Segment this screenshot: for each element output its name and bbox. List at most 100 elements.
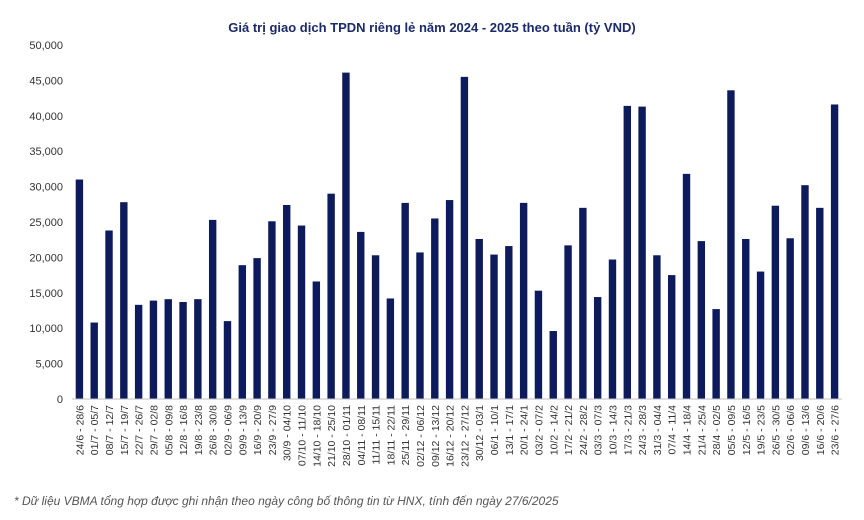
bar: [120, 202, 128, 399]
bar: [608, 259, 617, 399]
x-tick-label: 09/6 - 13/6: [800, 405, 812, 455]
x-tick-label: 28/10 - 01/11: [341, 405, 353, 466]
x-tick-label: 31/3 - 04/4: [652, 405, 664, 455]
bar: [505, 246, 513, 399]
bar: [564, 245, 572, 399]
bar: [164, 299, 172, 399]
bar: [342, 72, 350, 400]
y-tick-label: 20,000: [29, 252, 63, 264]
x-tick-label: 24/2 - 28/2: [578, 405, 590, 455]
bar: [357, 231, 365, 399]
bar: [253, 258, 261, 399]
y-tick-label: 5,000: [35, 359, 63, 371]
bar: [283, 205, 291, 399]
bar: [682, 173, 691, 399]
bar: [445, 200, 454, 399]
bar: [194, 299, 202, 399]
x-tick-label: 19/5 - 23/5: [756, 405, 768, 455]
x-tick-label: 02/6 - 06/6: [785, 405, 797, 455]
bar: [756, 271, 765, 399]
x-tick-label: 13/1 - 17/1: [504, 405, 516, 455]
bar: [371, 255, 380, 399]
bar: [223, 321, 232, 399]
x-tick-label: 14/10 - 18/10: [311, 405, 323, 467]
x-tick-label: 12/8 - 16/8: [178, 405, 190, 455]
y-tick-label: 25,000: [29, 217, 63, 229]
x-tick-label: 01/7 - 05/7: [89, 405, 101, 455]
bar: [830, 104, 839, 399]
x-tick-label: 07/4 - 11/4: [667, 405, 679, 455]
x-tick-label: 26/5 - 30/5: [770, 405, 782, 455]
bar: [179, 302, 187, 399]
bar-chart: Giá trị giao dịch TPDN riêng lẻ năm 2024…: [29, 20, 842, 467]
bar: [386, 298, 395, 399]
x-tick-label: 24/3 - 28/3: [637, 405, 649, 455]
bar: [786, 238, 794, 399]
bar: [771, 205, 780, 399]
x-tick-label: 09/12 - 13/12: [430, 405, 442, 467]
x-tick-label: 21/10 - 25/10: [326, 405, 338, 467]
bar: [697, 241, 706, 399]
y-tick-label: 40,000: [29, 111, 63, 123]
x-tick-label: 17/2 - 21/2: [563, 405, 575, 455]
bar: [727, 90, 735, 399]
bar: [297, 225, 306, 399]
x-tick-label: 05/5 - 09/5: [726, 405, 738, 455]
y-tick-label: 35,000: [29, 146, 63, 158]
y-tick-label: 10,000: [29, 323, 63, 335]
y-tick-label: 50,000: [29, 40, 63, 52]
x-tick-label: 03/2 - 07/2: [533, 405, 545, 455]
bar: [623, 105, 631, 399]
bar: [490, 254, 498, 399]
bar: [668, 275, 676, 399]
x-tick-label: 30/9 - 04/10: [282, 405, 294, 461]
x-tick-label: 23/9 - 27/9: [267, 405, 279, 455]
bar: [534, 290, 543, 399]
x-tick-label: 03/3 - 07/3: [593, 405, 605, 455]
x-tick-label: 21/4 - 25/4: [696, 405, 708, 455]
y-tick-label: 15,000: [29, 288, 63, 300]
y-tick-label: 30,000: [29, 182, 63, 194]
x-tick-label: 20/1 - 24/1: [519, 405, 531, 455]
bar: [801, 185, 809, 399]
x-tick-label: 08/7 - 12/7: [104, 405, 116, 455]
x-tick-label: 11/11 - 15/11: [371, 405, 383, 465]
footnote: * Dữ liệu VBMA tổng hợp được ghi nhận th…: [14, 494, 559, 508]
bar: [712, 309, 720, 399]
bar: [134, 304, 143, 399]
x-tick-label: 16/6 - 20/6: [815, 405, 827, 455]
x-axis: 24/6 - 28/6 01/7 - 05/7 08/7 - 12/7 15/7 - …: [72, 398, 842, 467]
x-tick-label: 10/3 - 14/3: [607, 405, 619, 455]
x-tick-label: 18/11 - 22/11: [385, 405, 397, 465]
x-tick-label: 30/12 - 03/1: [474, 405, 486, 461]
y-tick-label: 0: [57, 394, 63, 406]
x-tick-label: 07/10 - 11/10: [297, 405, 309, 466]
bar: [431, 218, 439, 399]
bar: [105, 230, 113, 399]
bar: [90, 322, 98, 399]
bar: [742, 238, 750, 399]
x-tick-label: 05/8 - 09/8: [163, 405, 175, 455]
x-tick-label: 04/11 - 08/11: [356, 405, 368, 465]
x-tick-label: 24/6 - 28/6: [74, 405, 86, 455]
bar: [149, 300, 158, 399]
bar: [475, 238, 483, 399]
bar: [268, 221, 276, 399]
x-tick-label: 25/11 - 29/11: [400, 405, 412, 465]
x-tick-label: 23/6 - 27/6: [830, 405, 842, 455]
bar: [816, 207, 824, 399]
bar: [416, 252, 424, 399]
bar: [519, 202, 528, 399]
chart-title: Giá trị giao dịch TPDN riêng lẻ năm 2024…: [228, 20, 635, 35]
bar: [549, 331, 557, 399]
x-tick-label: 09/9 - 13/9: [237, 405, 249, 455]
x-tick-label: 26/8 - 30/8: [208, 405, 220, 455]
bar: [593, 297, 602, 399]
x-tick-label: 10/2 - 14/2: [548, 405, 560, 455]
bars: [75, 72, 839, 400]
bar: [75, 179, 84, 399]
bar: [208, 219, 217, 399]
x-tick-label: 29/7 - 02/8: [148, 405, 160, 455]
bar: [312, 281, 321, 399]
bar: [401, 202, 409, 399]
